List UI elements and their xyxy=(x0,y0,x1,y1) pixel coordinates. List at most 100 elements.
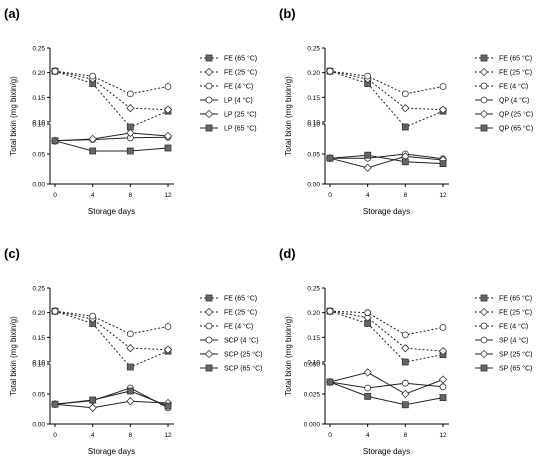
legend-marker xyxy=(480,54,488,62)
data-point xyxy=(439,160,447,168)
y-tick-label: 0.25 xyxy=(32,46,45,53)
x-tick-label: 4 xyxy=(366,192,370,199)
data-point xyxy=(51,400,59,408)
legend-marker xyxy=(480,96,488,104)
legend-label: LP (25 °C) xyxy=(224,111,257,119)
data-point xyxy=(326,154,334,162)
series-line xyxy=(329,381,444,406)
y-axis-label: Total bixin (mg bixin/g) xyxy=(284,316,293,396)
legend-label: FE (4 °C) xyxy=(499,323,528,331)
y-tick-label: 0.20 xyxy=(307,310,320,317)
y-tick-label: 0.10 xyxy=(307,360,320,367)
y-tick-label: 0.050 xyxy=(304,362,321,369)
y-tick-label: 0.15 xyxy=(307,335,320,342)
legend-marker xyxy=(479,307,489,317)
legend-marker xyxy=(205,336,213,344)
data-point xyxy=(438,105,448,114)
legend-label: SCP (65 °C) xyxy=(224,365,262,373)
y-tick-label: 0.20 xyxy=(32,310,45,317)
data-point xyxy=(363,313,372,322)
legend-marker xyxy=(480,364,488,372)
x-tick-label: 12 xyxy=(164,432,172,439)
data-point xyxy=(126,90,134,98)
legend-marker xyxy=(479,349,489,359)
y-tick-label: 0.10 xyxy=(307,122,320,129)
legend-marker xyxy=(479,67,489,77)
legend-marker xyxy=(480,124,488,132)
x-tick-label: 0 xyxy=(328,192,332,199)
data-point xyxy=(126,363,134,371)
legend-marker xyxy=(480,336,488,344)
panel-label: (d) xyxy=(279,246,296,261)
x-tick-label: 12 xyxy=(439,192,447,199)
y-tick-label: 0.25 xyxy=(307,46,320,53)
y-tick-label: 0.10 xyxy=(32,120,45,127)
data-point xyxy=(164,83,172,90)
legend-label: FE (65 °C) xyxy=(224,295,257,303)
data-point xyxy=(364,392,372,400)
data-point xyxy=(126,147,134,155)
panel-d: (d) 0.25 0.20 0.15 0.100.050 0.025 0.000 0 4 8 12 S… xyxy=(279,246,532,456)
y-axis-label: Total bixin (mg bixin/g) xyxy=(9,76,18,156)
y-tick-label: 0.15 xyxy=(32,95,45,102)
panel-label: (b) xyxy=(279,6,296,21)
series-line xyxy=(54,132,169,142)
panel-label: (a) xyxy=(4,6,20,21)
x-tick-label: 0 xyxy=(53,432,57,439)
legend-marker xyxy=(479,109,489,119)
legend-label: FE (25 °C) xyxy=(499,309,532,317)
data-point xyxy=(126,397,135,406)
y-axis-label: Total bixin (mg bixin/g) xyxy=(9,316,18,396)
data-point xyxy=(164,402,172,410)
legend-label: FE (25 °C) xyxy=(499,69,532,77)
data-point xyxy=(401,104,410,113)
data-point xyxy=(401,379,409,387)
legend-label: FE (25 °C) xyxy=(224,69,257,77)
data-point xyxy=(126,344,135,353)
series-line xyxy=(54,70,169,128)
y-tick-label: 0.05 xyxy=(32,392,45,399)
data-point xyxy=(364,72,372,80)
data-point xyxy=(126,330,134,338)
x-tick-label: 4 xyxy=(91,432,95,439)
legend-label: QP (25 °C) xyxy=(499,111,533,119)
legend-marker xyxy=(204,67,214,77)
legend-label: SP (25 °C) xyxy=(499,351,532,359)
y-tick-label: 0.20 xyxy=(32,70,45,77)
panel-a: (a)0.250.200.150.100.100.050.000 4 8 12Stor… xyxy=(4,6,257,216)
y-tick-label: 0.05 xyxy=(32,152,45,159)
data-point xyxy=(401,331,409,339)
x-axis-label: Storage days xyxy=(88,207,135,216)
x-axis-label: Storage days xyxy=(88,447,135,456)
legend-marker xyxy=(480,322,488,330)
y-tick-label: 0.00 xyxy=(32,182,45,189)
data-point xyxy=(326,67,334,75)
data-point xyxy=(401,344,410,353)
data-point xyxy=(164,144,172,152)
series-line xyxy=(329,154,444,165)
legend-label: QP (4 °C) xyxy=(499,97,529,105)
data-point xyxy=(401,123,409,131)
legend-label: FE (65 °C) xyxy=(499,55,532,63)
series-line xyxy=(329,381,444,389)
y-tick-label: 0.00 xyxy=(32,422,45,429)
data-point xyxy=(51,137,59,145)
legend-marker xyxy=(205,322,213,330)
legend-marker xyxy=(204,109,214,119)
data-point xyxy=(126,128,135,138)
data-point xyxy=(401,158,409,166)
series-line xyxy=(329,310,444,363)
data-point xyxy=(363,368,372,377)
panel-c: (c)0.250.200.150.100.100.050.000 4 8 12Stor… xyxy=(4,246,262,456)
legend-marker xyxy=(205,364,213,372)
data-point xyxy=(439,383,447,391)
legend-label: FE (65 °C) xyxy=(224,55,257,63)
y-tick-label: 0.15 xyxy=(307,95,320,102)
series-line xyxy=(54,140,169,152)
x-tick-label: 12 xyxy=(439,432,447,439)
data-point xyxy=(401,401,409,409)
legend-label: LP (4 °C) xyxy=(224,97,253,105)
y-tick-label: 0.05 xyxy=(307,152,320,159)
panel-label: (c) xyxy=(4,246,20,261)
